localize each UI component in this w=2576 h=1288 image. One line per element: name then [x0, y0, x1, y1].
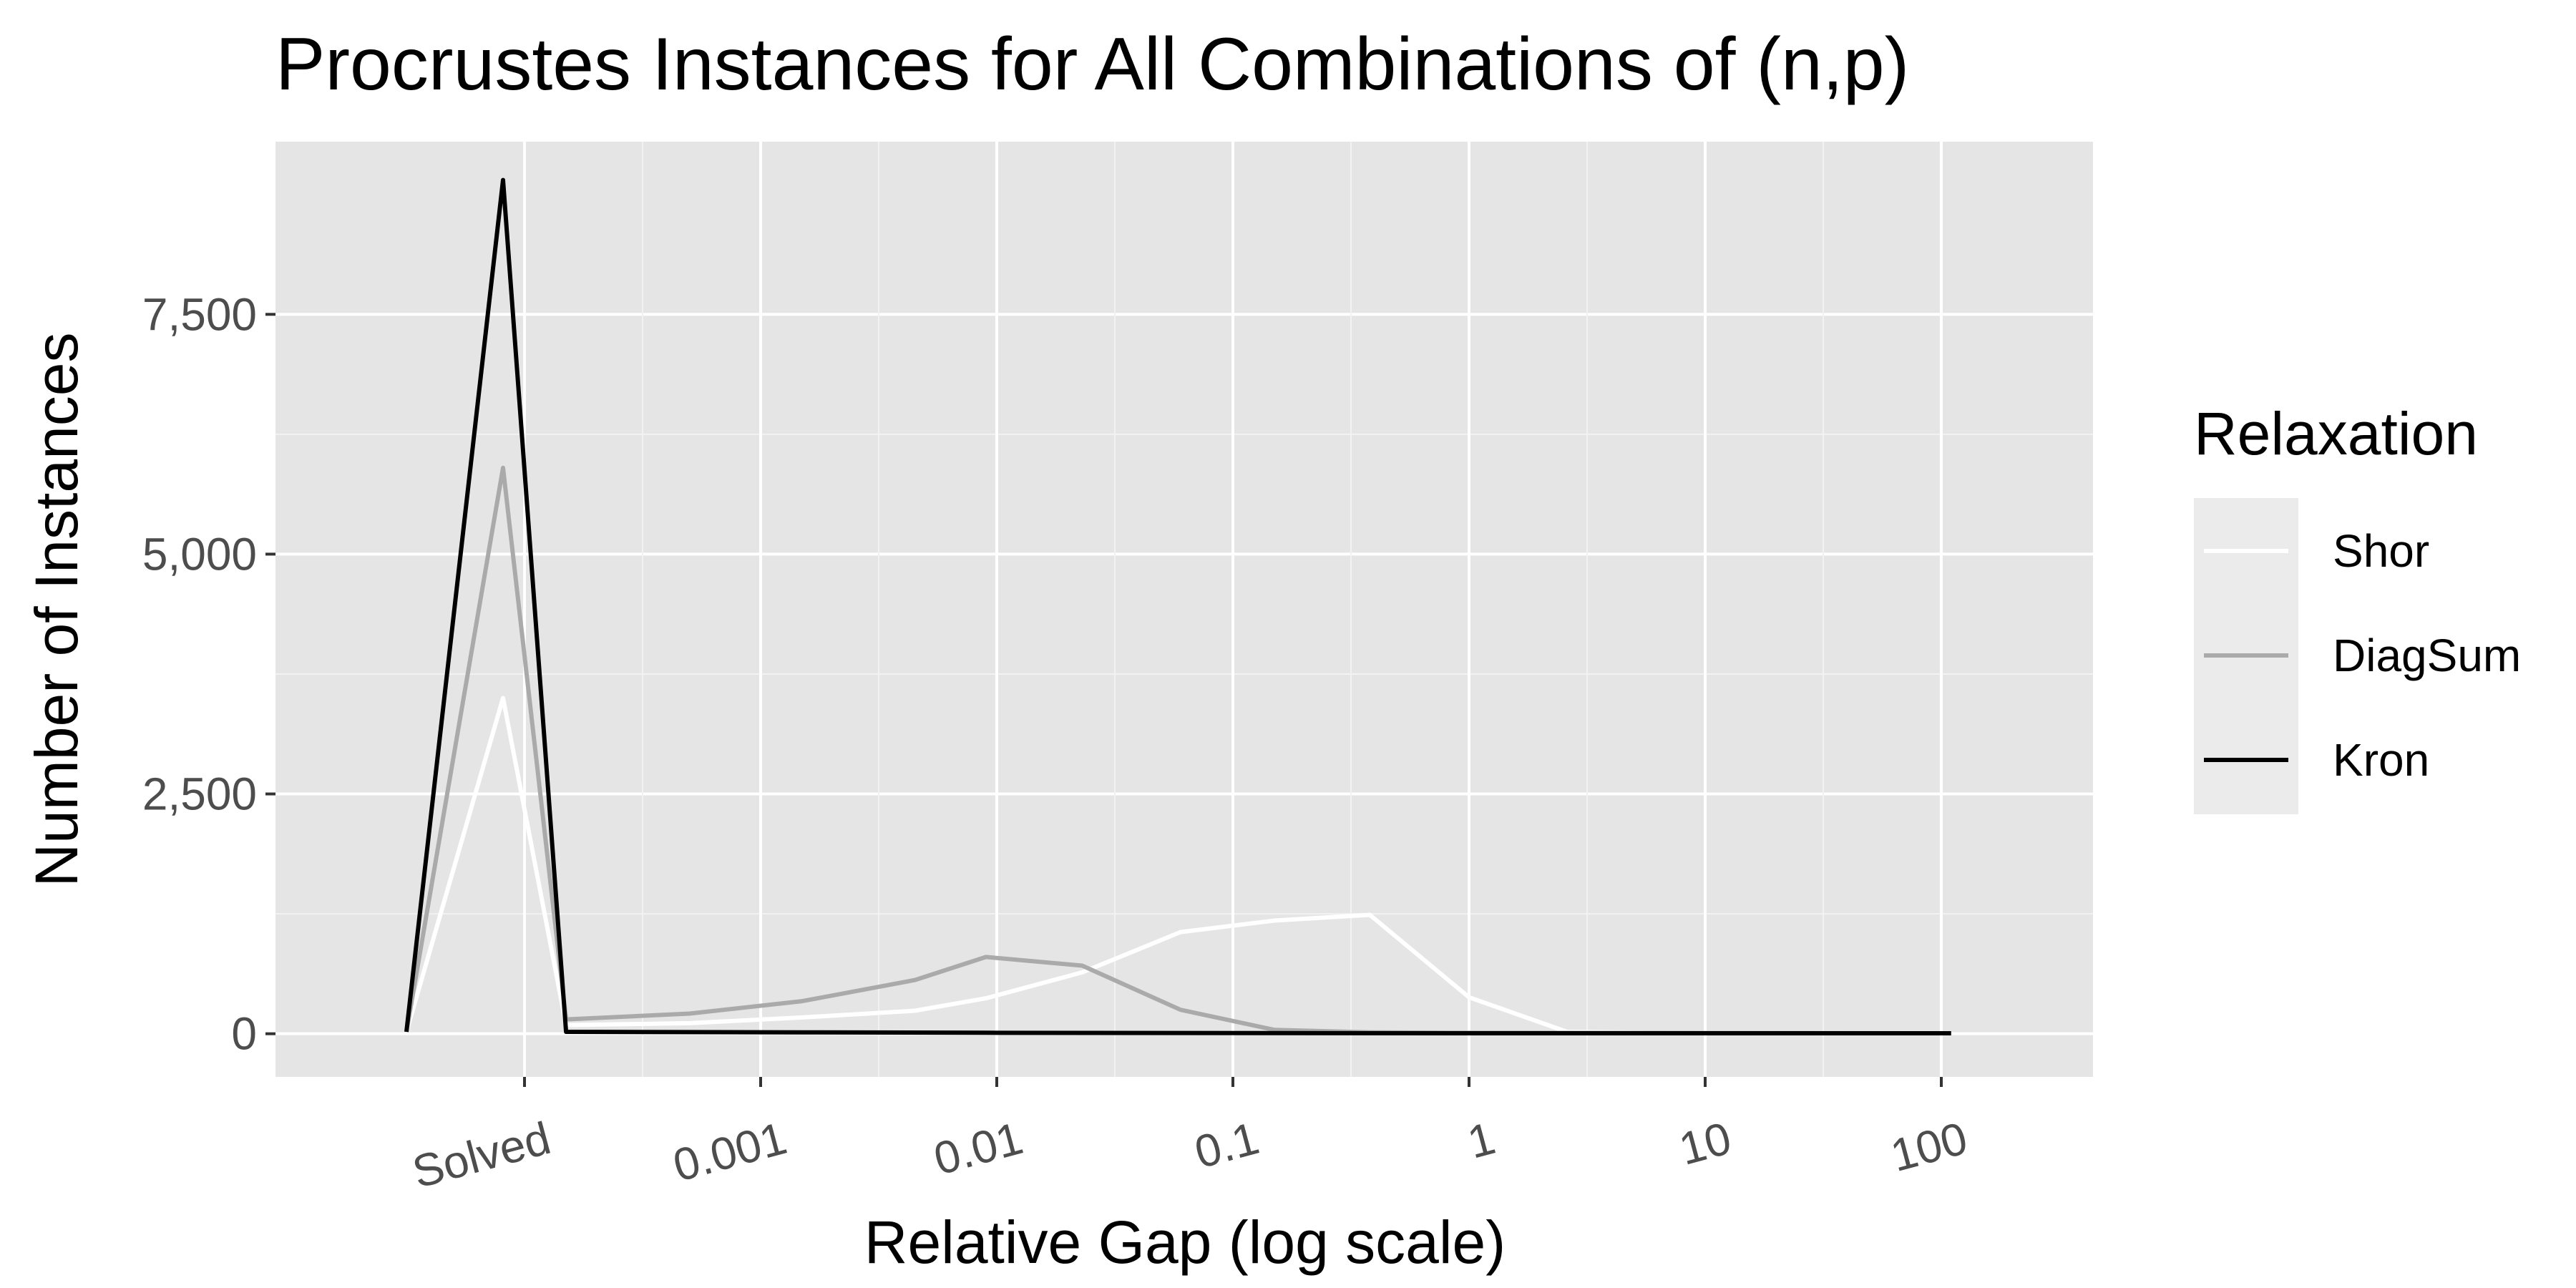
- y-tick-label: 5,000: [142, 528, 257, 580]
- legend-label-shor: Shor: [2333, 525, 2429, 577]
- x-tick-label: Solved: [407, 1112, 556, 1198]
- legend-label-diagsum: DiagSum: [2333, 630, 2521, 681]
- y-tick-label: 2,500: [142, 769, 257, 820]
- x-axis-title: Relative Gap (log scale): [864, 1209, 1506, 1276]
- series-line-kron: [404, 177, 1951, 1035]
- legend-title: Relaxation: [2194, 400, 2478, 467]
- x-tick-label: 10: [1674, 1112, 1736, 1175]
- panel-background: [275, 142, 2093, 1077]
- series-line-shor: [404, 696, 1951, 1035]
- legend: Relaxation Shor DiagSum Kron: [2194, 400, 2521, 814]
- chart-title: Procrustes Instances for All Combination…: [275, 23, 1909, 106]
- y-tick-label: 0: [231, 1008, 257, 1060]
- plot-panel: [275, 142, 2093, 1077]
- x-axis: Solved 0.001 0.01 0.1 1 10 100: [407, 1077, 1973, 1198]
- y-axis: 0 2,500 5,000 7,500: [142, 288, 275, 1060]
- x-tick-label: 0.01: [929, 1112, 1028, 1185]
- series-layer: [404, 177, 1951, 1035]
- x-tick-label: 0.1: [1189, 1112, 1264, 1179]
- y-axis-title: Number of Instances: [23, 332, 90, 887]
- legend-label-kron: Kron: [2333, 734, 2429, 786]
- x-tick-label: 0.001: [668, 1112, 791, 1191]
- x-tick-label: 1: [1463, 1112, 1501, 1169]
- y-tick-label: 7,500: [142, 288, 257, 340]
- x-tick-label: 100: [1885, 1112, 1973, 1181]
